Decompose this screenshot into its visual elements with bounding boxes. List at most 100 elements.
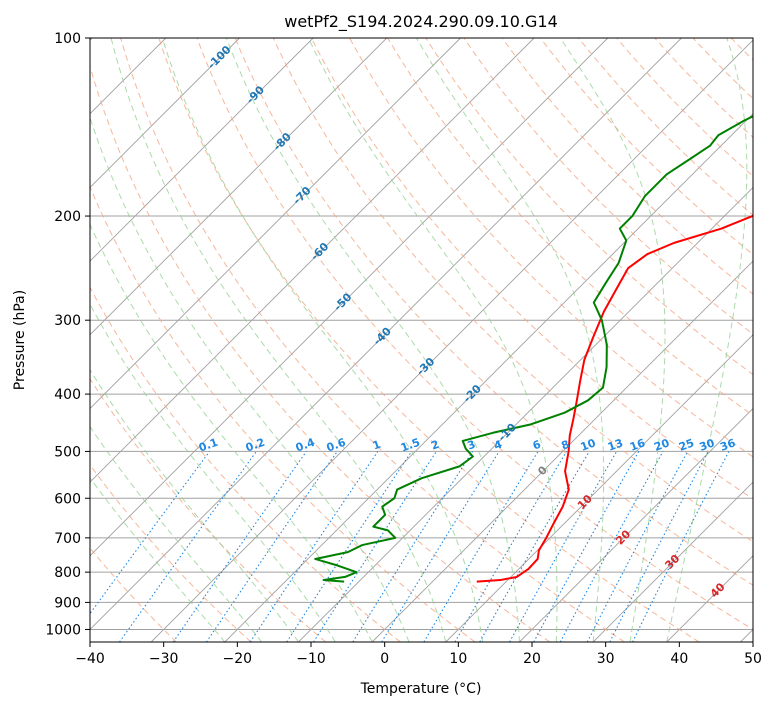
mixing-ratio-line	[205, 451, 338, 642]
mixing-ratio-line	[533, 451, 640, 642]
mixing-ratio-line	[632, 451, 730, 642]
y-axis-label: Pressure (hPa)	[12, 290, 28, 390]
x-tick-label: 0	[380, 651, 389, 667]
dry-adiabat-line	[158, 38, 700, 642]
isotherm-line	[90, 38, 314, 262]
chart-title: wetPf2_S194.2024.290.09.10.G14	[284, 12, 558, 32]
dewpoint-profile-line	[314, 115, 753, 583]
mixing-ratio-label: 2	[429, 438, 441, 453]
y-tick-label: 500	[54, 444, 81, 460]
x-tick-label: −40	[75, 651, 105, 667]
dry-adiabat-label: 20	[613, 527, 633, 547]
dry-adiabat-label: 40	[708, 580, 728, 600]
y-tick-label: 1000	[45, 622, 81, 638]
y-tick-label: 100	[54, 31, 81, 47]
dry-adiabat-label: 30	[662, 552, 682, 572]
axes: −40 −30 −20 −10 0 10 20 30 40 5010020030040050060…	[45, 31, 762, 667]
dry-adiabat-line	[463, 38, 753, 335]
mixing-ratio-line	[313, 451, 437, 642]
dry-adiabat-line	[501, 38, 753, 295]
plot-frame	[89, 37, 754, 643]
plot-data-lines	[314, 115, 753, 583]
mixing-ratio-label: 36	[718, 436, 737, 454]
y-tick-label: 800	[54, 565, 81, 581]
dry-adiabat-line	[90, 377, 327, 642]
mixing-ratio-label: 4	[492, 438, 504, 453]
y-tick-label: 400	[54, 387, 81, 403]
x-tick-label: 10	[449, 651, 467, 667]
plot-line-labels: 0.1 0.2 0.4 0.6 1 1.5 2 3 4 6 8 10 13 16 20 25 30 36-100-…	[197, 43, 737, 601]
mixing-ratio-line	[423, 451, 539, 642]
mixing-ratio-label: 16	[628, 436, 647, 454]
dry-adiabat-line	[654, 38, 753, 138]
isotherm-line	[445, 334, 753, 642]
plot-background-lines	[90, 38, 775, 642]
isotherm-line	[90, 38, 388, 336]
moist-adiabat-line	[416, 38, 605, 642]
y-tick-label: 900	[54, 595, 81, 611]
isotherm-line	[666, 555, 753, 642]
dry-adiabat-label: -50	[331, 290, 354, 313]
isotherm-line	[519, 407, 753, 642]
mixing-ratio-line	[249, 451, 379, 642]
dry-adiabat-line	[90, 464, 252, 642]
mixing-ratio-line	[352, 451, 474, 642]
temperature-profile-line	[476, 214, 753, 583]
moist-adiabat-line	[110, 38, 447, 642]
isotherm-line	[90, 38, 240, 189]
y-tick-label: 700	[54, 531, 81, 547]
dry-adiabat-line	[692, 38, 753, 100]
dry-adiabat-line	[234, 38, 753, 586]
moist-adiabat-line	[90, 368, 299, 642]
moist-adiabat-line	[559, 38, 666, 642]
dry-adiabat-line	[272, 38, 753, 543]
dry-adiabat-label: -80	[271, 130, 294, 153]
moist-adiabat-line	[225, 38, 520, 642]
moist-adiabat-line	[90, 477, 226, 642]
mixing-ratio-label: 1	[371, 438, 383, 453]
moist-adiabat-line	[666, 38, 748, 642]
mixing-ratio-label: 0.6	[325, 436, 348, 455]
dry-adiabat-line	[310, 38, 753, 500]
dry-adiabat-label: -70	[290, 184, 313, 207]
dry-adiabat-label: -20	[461, 382, 484, 405]
dry-adiabat-line	[90, 286, 401, 642]
x-axis-label: Temperature (°C)	[360, 681, 482, 697]
x-tick-label: 20	[523, 651, 541, 667]
mixing-ratio-label: 25	[677, 436, 696, 453]
moist-adiabat-line	[90, 425, 263, 642]
y-tick-label: 600	[54, 491, 81, 507]
dry-adiabat-line	[769, 38, 775, 642]
mixing-ratio-label: 0.2	[244, 436, 267, 455]
mixing-ratio-line	[381, 451, 500, 642]
x-tick-label: −10	[296, 651, 326, 667]
isotherm-line	[150, 39, 753, 642]
mixing-ratio-line	[172, 451, 307, 642]
mixing-ratio-line	[454, 451, 568, 642]
isotherm-line	[90, 38, 609, 557]
dry-adiabat-label: 0	[535, 463, 550, 478]
dry-adiabat-line	[196, 38, 753, 631]
mixing-ratio-label: 3	[466, 438, 478, 453]
y-tick-label: 200	[54, 209, 81, 225]
moist-adiabat-line	[307, 38, 558, 642]
moist-adiabat-line	[90, 303, 336, 642]
isotherm-line	[224, 113, 753, 642]
isotherm-line	[592, 481, 753, 642]
mixing-ratio-label: 20	[652, 436, 671, 454]
x-tick-label: 30	[597, 651, 615, 667]
x-tick-label: 50	[744, 651, 762, 667]
mixing-ratio-line	[586, 451, 689, 642]
dry-adiabat-line	[120, 38, 625, 642]
mixing-ratio-line	[90, 451, 211, 615]
dry-adiabat-line	[90, 185, 476, 642]
mixing-ratio-label: 8	[560, 438, 572, 453]
mixing-ratio-label: 30	[698, 436, 717, 454]
moist-adiabat-line	[90, 115, 410, 642]
mixing-ratio-label: 1.5	[399, 436, 422, 455]
dry-adiabat-label: -40	[371, 325, 394, 348]
mixing-ratio-line	[286, 451, 413, 642]
mixing-ratio-label: 0.4	[294, 436, 317, 455]
moist-adiabat-line	[90, 223, 373, 642]
